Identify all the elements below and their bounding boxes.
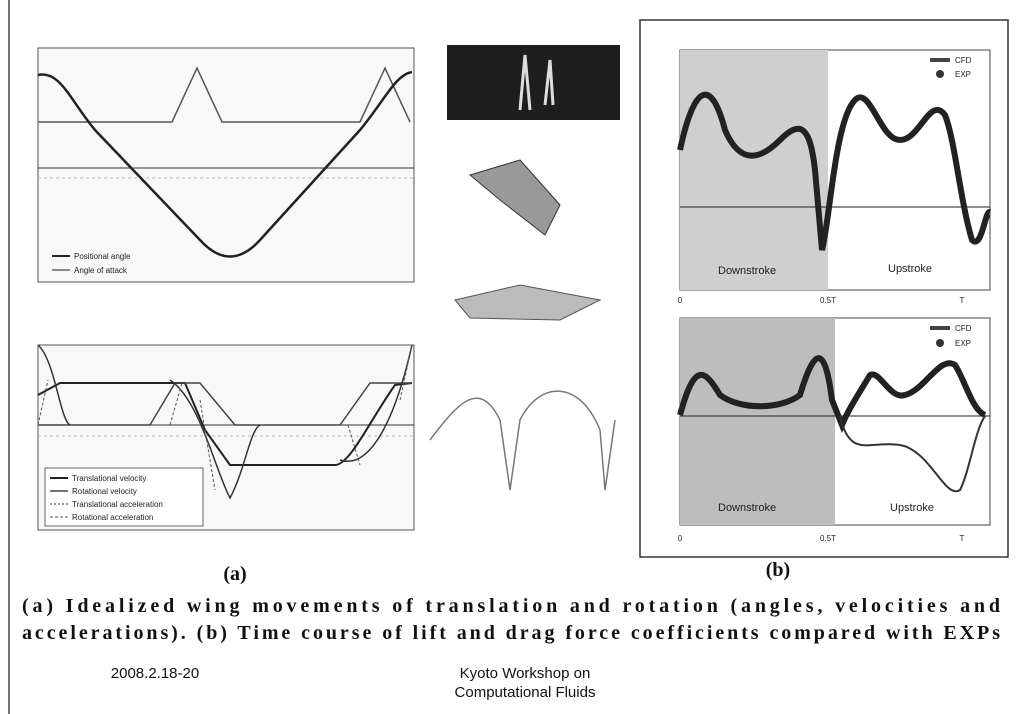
translational-velocity-curve <box>37 382 413 466</box>
x-tick-label: 0.5T <box>820 296 836 305</box>
x-tick-label: 0 <box>678 296 683 305</box>
legend-entry: Angle of attack <box>74 266 128 275</box>
legend-entry: Positional angle <box>74 252 131 261</box>
region-label: Downstroke <box>718 502 776 514</box>
legend-entry: EXP <box>955 70 971 79</box>
drag-curve <box>839 415 986 493</box>
legend-entry: Rotational velocity <box>72 487 137 496</box>
chart-b-drag: CFD EXP Downstroke Upstroke 0 0.5T T <box>677 317 991 543</box>
wing-sketch <box>454 284 602 321</box>
x-tick-label: T <box>960 296 965 305</box>
panel-b-frame <box>639 19 1009 558</box>
rotational-acceleration-curve <box>37 344 413 491</box>
legend-entry: Translational acceleration <box>72 500 163 509</box>
legend-entry: EXP <box>955 339 971 348</box>
region-label: Downstroke <box>718 265 776 277</box>
legend-entry: CFD <box>955 324 972 333</box>
middle-figures <box>429 45 620 491</box>
footer-venue: Computational Fluids <box>455 684 596 701</box>
region-label: Upstroke <box>888 263 932 275</box>
x-tick-label: 0 <box>678 534 683 543</box>
x-tick-label: 0.5T <box>820 534 836 543</box>
legend-entry: CFD <box>955 56 972 65</box>
footer-venue: Kyoto Workshop on <box>460 665 591 682</box>
footer-date: 2008.2.18-20 <box>111 665 199 682</box>
panel-label: (b) <box>766 559 790 581</box>
x-tick-label: T <box>960 534 965 543</box>
wing-sketch <box>468 159 561 236</box>
angle-of-attack-curve <box>38 66 411 123</box>
plot-frame <box>37 47 415 283</box>
chart-a-top: Positional angle Angle of attack <box>37 47 415 283</box>
legend-box <box>44 467 204 527</box>
legend-entry: Rotational acceleration <box>72 513 153 522</box>
cfd-curve <box>677 91 993 251</box>
photo-streak <box>518 54 555 111</box>
legend-entry: Translational velocity <box>72 474 146 483</box>
rotational-velocity-curve <box>38 382 412 426</box>
region-label: Upstroke <box>890 502 934 514</box>
mini-chart <box>429 390 616 491</box>
translational-acceleration-curve <box>37 344 413 500</box>
photo <box>447 45 620 120</box>
legend-swatch <box>936 70 944 78</box>
caption-line: accelerations). (b) Time course of lift … <box>22 622 1000 644</box>
positional-angle-curve <box>37 70 413 258</box>
panel-label: (a) <box>223 563 246 585</box>
legend-swatch <box>936 339 944 347</box>
downstroke-shade <box>680 50 828 290</box>
chart-b-lift: CFD EXP Downstroke Upstroke 0 0.5T T <box>677 49 993 305</box>
chart-a-bottom: Translational velocity Rotational veloci… <box>37 344 415 531</box>
downstroke-shade <box>680 318 835 525</box>
